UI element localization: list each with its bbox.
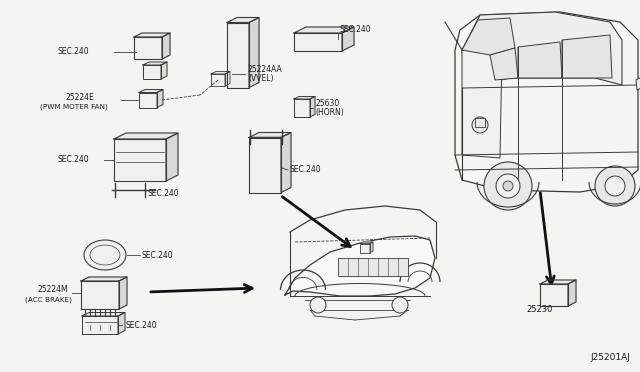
Polygon shape: [636, 75, 640, 90]
Bar: [360, 244, 370, 253]
Polygon shape: [143, 62, 167, 65]
Polygon shape: [161, 62, 167, 79]
Polygon shape: [211, 71, 230, 74]
Polygon shape: [462, 50, 502, 158]
Bar: [294, 99, 310, 117]
Polygon shape: [562, 35, 612, 78]
Polygon shape: [462, 18, 515, 55]
Circle shape: [595, 166, 635, 206]
Text: (VVEL): (VVEL): [248, 74, 273, 83]
Bar: [81, 281, 119, 309]
Text: 25224AA: 25224AA: [248, 65, 283, 74]
Polygon shape: [360, 242, 373, 244]
Text: SEC.240: SEC.240: [57, 48, 88, 57]
Text: 25224E: 25224E: [65, 93, 93, 102]
Text: SEC.240: SEC.240: [148, 189, 180, 199]
Polygon shape: [455, 12, 638, 192]
Polygon shape: [568, 280, 576, 306]
Ellipse shape: [84, 240, 126, 270]
Polygon shape: [370, 242, 373, 253]
Text: J25201AJ: J25201AJ: [590, 353, 630, 362]
Polygon shape: [518, 42, 562, 78]
Polygon shape: [166, 133, 178, 181]
Text: (ACC BRAKE): (ACC BRAKE): [25, 297, 72, 303]
Bar: [227, 22, 249, 87]
Bar: [211, 74, 225, 86]
Polygon shape: [490, 48, 518, 80]
Polygon shape: [162, 33, 170, 59]
Text: 25230: 25230: [527, 305, 553, 314]
Text: (HORN): (HORN): [315, 109, 344, 118]
Circle shape: [484, 162, 532, 210]
Circle shape: [496, 174, 520, 198]
Polygon shape: [119, 277, 127, 309]
Bar: [540, 284, 568, 306]
Text: SEC.240: SEC.240: [340, 26, 372, 35]
Bar: [143, 65, 161, 79]
Polygon shape: [134, 33, 170, 37]
Circle shape: [503, 181, 513, 191]
Text: (PWM MOTER FAN): (PWM MOTER FAN): [40, 104, 108, 110]
Polygon shape: [81, 277, 127, 281]
Circle shape: [392, 297, 408, 313]
Polygon shape: [139, 90, 163, 93]
Polygon shape: [249, 132, 291, 138]
Text: 25630: 25630: [315, 99, 339, 109]
Polygon shape: [462, 12, 622, 88]
Text: SEC.240: SEC.240: [125, 321, 157, 330]
Bar: [338, 258, 408, 276]
Bar: [139, 93, 157, 108]
Polygon shape: [281, 132, 291, 192]
Circle shape: [310, 297, 326, 313]
Polygon shape: [540, 280, 576, 284]
Polygon shape: [225, 71, 230, 86]
Text: 25224M: 25224M: [37, 285, 68, 295]
Bar: [294, 33, 342, 51]
Bar: [475, 118, 485, 127]
Polygon shape: [294, 27, 354, 33]
Circle shape: [472, 117, 488, 133]
Polygon shape: [342, 27, 354, 51]
Circle shape: [605, 176, 625, 196]
Text: SEC.240: SEC.240: [290, 166, 322, 174]
Polygon shape: [294, 96, 315, 99]
Bar: [134, 37, 162, 59]
Bar: [82, 316, 118, 334]
Polygon shape: [249, 17, 259, 87]
Text: SEC.240: SEC.240: [57, 155, 88, 164]
Polygon shape: [114, 133, 178, 139]
Bar: [249, 138, 281, 192]
Polygon shape: [285, 236, 435, 296]
Polygon shape: [82, 312, 125, 316]
Bar: [114, 139, 166, 181]
Polygon shape: [310, 96, 315, 117]
Text: SEC.240: SEC.240: [142, 250, 173, 260]
Polygon shape: [227, 17, 259, 22]
Polygon shape: [118, 312, 125, 334]
Polygon shape: [157, 90, 163, 108]
